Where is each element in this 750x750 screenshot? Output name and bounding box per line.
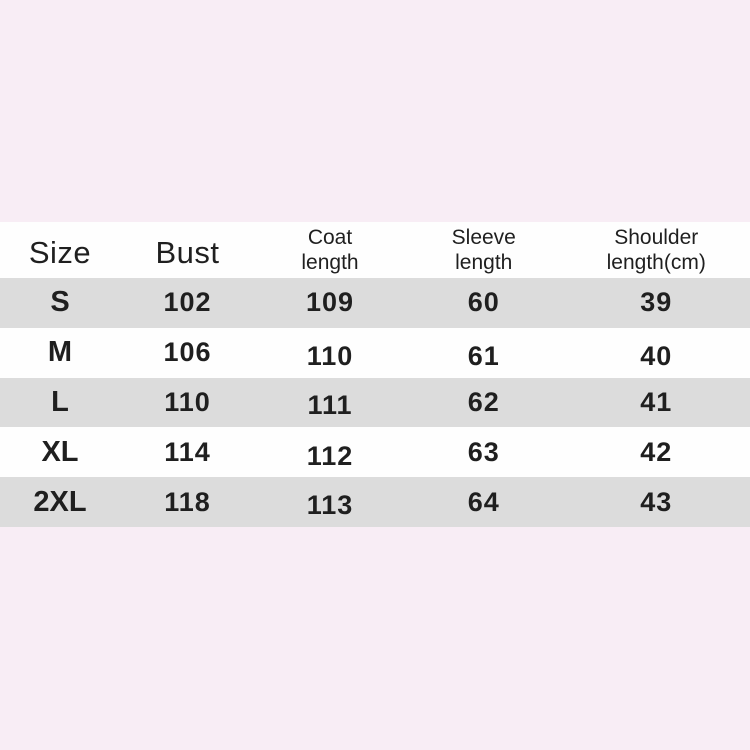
column-header-shoulder-line2: length(cm) (606, 251, 706, 274)
column-header-sleeve-length: Sleeve length (405, 225, 563, 275)
column-header-bust-label: Bust (155, 234, 220, 270)
sleeve-length-cell: 64 (467, 486, 500, 517)
size-cell: M (47, 336, 73, 369)
shoulder-length-cell: 39 (640, 287, 673, 318)
bust-cell: 114 (164, 436, 211, 467)
column-header-coat-line1: Coat (307, 226, 353, 249)
column-header-sleeve-line1: Sleeve (451, 226, 516, 249)
bust-cell: 110 (164, 386, 211, 417)
column-header-coat-length: Coat length (255, 225, 405, 275)
sleeve-length-cell: 60 (467, 287, 500, 318)
coat-length-cell: 111 (307, 389, 353, 420)
coat-length-cell: 112 (306, 440, 354, 471)
table-row-2xl: 2XL 118 113 64 43 (0, 477, 750, 527)
column-header-size: Size (0, 230, 120, 271)
column-header-sleeve-line2: length (455, 251, 513, 274)
coat-length-cell: 110 (306, 341, 354, 372)
size-cell: 2XL (33, 485, 87, 518)
shoulder-length-cell: 40 (640, 341, 673, 372)
size-chart-table: Size Bust Coat length Sleeve length Shou… (0, 222, 750, 527)
sleeve-length-cell: 63 (467, 436, 500, 467)
coat-length-cell: 109 (305, 287, 355, 318)
bust-cell: 102 (163, 287, 212, 318)
shoulder-length-cell: 41 (640, 386, 673, 417)
column-header-coat-line2: length (301, 251, 359, 274)
sleeve-length-cell: 61 (467, 341, 500, 372)
column-header-size-label: Size (28, 234, 92, 270)
column-header-bust: Bust (120, 230, 255, 271)
size-cell: XL (41, 435, 79, 468)
shoulder-length-cell: 43 (640, 486, 673, 517)
size-cell: S (50, 286, 70, 319)
table-row-m: M 106 110 61 40 (0, 327, 750, 378)
table-row-l: L 110 111 62 41 (0, 377, 750, 428)
bust-cell: 106 (163, 337, 212, 368)
shoulder-length-cell: 42 (640, 436, 673, 467)
coat-length-cell: 113 (306, 489, 354, 520)
table-row-s: S 102 109 60 39 (0, 278, 750, 328)
column-header-shoulder-length: Shoulder length(cm) (563, 225, 750, 275)
column-header-shoulder-line1: Shoulder (614, 226, 699, 249)
size-cell: L (51, 385, 69, 418)
table-header-row: Size Bust Coat length Sleeve length Shou… (0, 222, 750, 278)
bust-cell: 118 (164, 486, 211, 517)
table-row-xl: XL 114 112 63 42 (0, 427, 750, 478)
sleeve-length-cell: 62 (467, 386, 500, 417)
